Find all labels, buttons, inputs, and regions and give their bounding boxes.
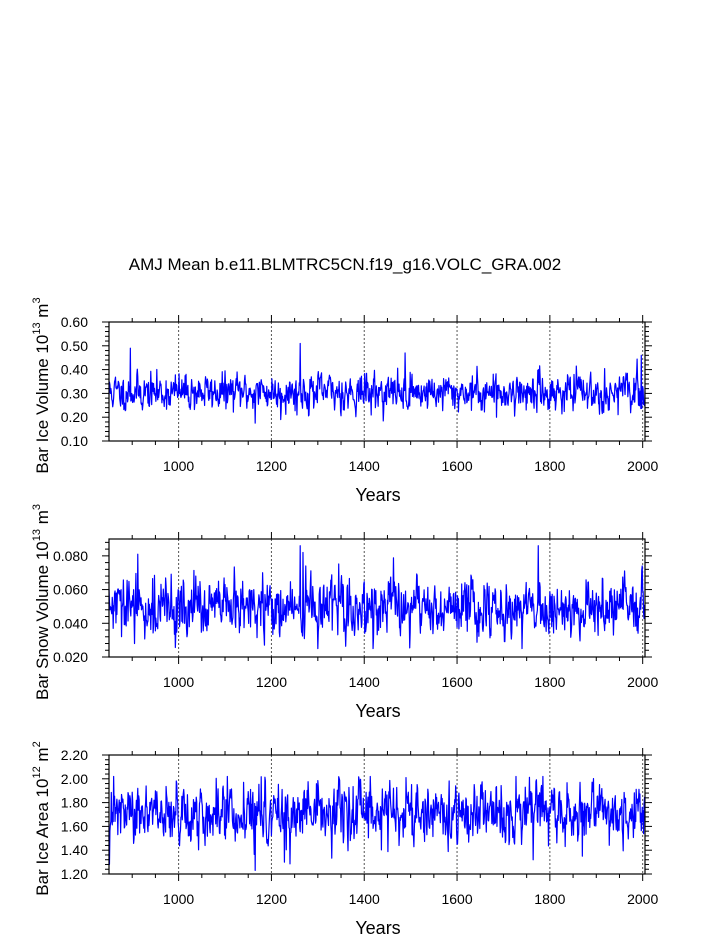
x-tick-label: 2000 — [627, 891, 658, 907]
plot-frame — [108, 754, 646, 875]
x-tick-label: 1200 — [256, 891, 287, 907]
y-axis-label-exp: 13 — [31, 529, 43, 541]
x-axis-label: Years — [355, 918, 400, 935]
y-axis-label-unit: m — [33, 747, 52, 766]
y-tick-label: 0.20 — [61, 409, 88, 425]
y-tick-label: 0.50 — [61, 338, 88, 354]
y-tick-label: 0.30 — [61, 385, 88, 401]
y-tick-label: 0.020 — [53, 649, 88, 665]
x-tick-label: 2000 — [627, 458, 658, 474]
y-axis-label-main: Bar Snow Volume 10 — [33, 541, 52, 700]
y-axis-label: Bar Snow Volume 1013 m3 — [31, 504, 52, 700]
plot-frame — [108, 538, 646, 658]
x-tick-label: 1600 — [441, 891, 472, 907]
y-tick-label: 0.040 — [53, 615, 88, 631]
y-tick-label: 0.080 — [53, 548, 88, 564]
y-axis-label-unit: m — [33, 510, 52, 529]
y-axis-label-main: Bar Ice Volume 10 — [33, 335, 52, 474]
y-axis-label: Bar Ice Area 1012 m2 — [31, 741, 52, 895]
x-tick-label: 1000 — [163, 674, 194, 690]
x-tick-label: 1600 — [441, 458, 472, 474]
x-tick-label: 1000 — [163, 891, 194, 907]
x-tick-label: 1000 — [163, 458, 194, 474]
plot-frame — [108, 321, 646, 442]
x-tick-label: 1800 — [534, 674, 565, 690]
series-line — [108, 545, 646, 650]
y-tick-label: 0.10 — [61, 433, 88, 449]
series-line — [108, 342, 646, 424]
panel-ice-volume: 0.10 0.20 0.30 0.40 0.50 0.60 1000 1200 1400 1600… — [31, 297, 658, 505]
x-tick-label: 1800 — [534, 891, 565, 907]
y-tick-label: 2.00 — [61, 771, 88, 787]
y-tick-label: 1.60 — [61, 818, 88, 834]
y-tick-label: 2.20 — [61, 747, 88, 763]
y-tick-label: 0.060 — [53, 582, 88, 598]
x-tick-label: 1400 — [349, 458, 380, 474]
x-tick-label: 2000 — [627, 674, 658, 690]
x-tick-label: 1400 — [349, 891, 380, 907]
panel-snow-volume: 0.020 0.040 0.060 0.080 1000 1200 1400 1600 1800… — [31, 504, 658, 721]
y-axis-label-unit-exp: 2 — [31, 741, 43, 747]
x-tick-label: 1200 — [256, 458, 287, 474]
y-axis-label-main: Bar Ice Area 10 — [33, 779, 52, 896]
x-axis-label: Years — [355, 701, 400, 721]
y-axis-label-exp: 12 — [31, 766, 43, 778]
y-axis-label-exp: 13 — [31, 322, 43, 334]
y-axis-label-unit-exp: 3 — [31, 504, 43, 510]
x-tick-label: 1400 — [349, 674, 380, 690]
x-tick-label: 1800 — [534, 458, 565, 474]
y-tick-label: 0.60 — [61, 314, 88, 330]
y-axis-label-unit: m — [33, 304, 52, 323]
x-tick-label: 1200 — [256, 674, 287, 690]
x-tick-label: 1600 — [441, 674, 472, 690]
y-axis-label: Bar Ice Volume 1013 m3 — [31, 297, 52, 473]
y-tick-label: 1.20 — [61, 866, 88, 882]
y-tick-label: 1.40 — [61, 842, 88, 858]
panel-ice-area: 1.20 1.40 1.60 1.80 2.00 2.20 1000 1200 1400 1600… — [31, 741, 658, 935]
y-tick-label: 1.80 — [61, 795, 88, 811]
chart-title: AMJ Mean b.e11.BLMTRC5CN.f19_g16.VOLC_GR… — [129, 255, 561, 274]
y-tick-label: 0.40 — [61, 362, 88, 378]
x-axis-label: Years — [355, 485, 400, 505]
series-line — [108, 775, 646, 872]
y-axis-label-unit-exp: 3 — [31, 297, 43, 303]
